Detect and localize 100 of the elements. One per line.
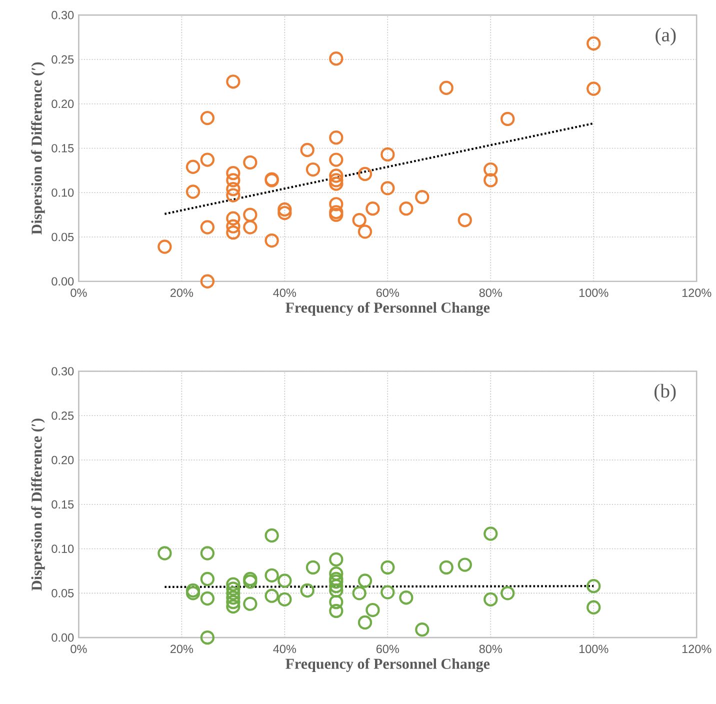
point: [329, 604, 344, 618]
point: [329, 578, 344, 593]
point: [200, 546, 215, 560]
x-tick-label: 100%: [579, 288, 608, 297]
point: [358, 615, 372, 630]
point: [226, 599, 240, 614]
point: [186, 184, 200, 199]
point: [300, 583, 314, 598]
point: [380, 560, 395, 574]
y-tick-label: 0.30: [52, 10, 74, 20]
point: [243, 596, 258, 611]
y-tick-label: 0.25: [52, 55, 74, 64]
point: [200, 591, 215, 606]
point: [329, 152, 344, 167]
y-tick-label: 0.05: [52, 232, 74, 241]
point: [243, 220, 258, 234]
y-axis-title: Dispersion of Difference (′): [31, 418, 45, 590]
point: [329, 196, 344, 212]
y-tick-label: 0.10: [52, 188, 74, 197]
point: [329, 130, 344, 144]
point: [439, 80, 454, 95]
x-axis-title: Frequency of Personnel Change: [286, 302, 490, 316]
point: [366, 201, 380, 216]
point: [226, 211, 240, 226]
point: [329, 176, 344, 191]
point: [200, 110, 215, 125]
point: [586, 600, 601, 614]
point: [243, 155, 258, 170]
point: [200, 274, 215, 288]
x-tick-label: 20%: [170, 644, 194, 653]
point: [329, 594, 344, 609]
point: [226, 225, 240, 240]
point: [200, 152, 215, 167]
point: [186, 586, 200, 600]
y-tick-label: 0.15: [52, 500, 74, 508]
point: [200, 572, 215, 586]
x-axis-title: Frequency of Personnel Change: [286, 658, 490, 672]
point: [484, 172, 498, 188]
x-tick-label: 80%: [479, 288, 502, 297]
point: [200, 220, 215, 234]
point: [458, 557, 472, 572]
point: [329, 168, 344, 183]
point: [358, 573, 372, 588]
y-tick-label: 0.00: [52, 276, 74, 286]
point: [264, 588, 279, 603]
point: [484, 592, 498, 606]
point: [329, 207, 344, 222]
point: [586, 81, 601, 96]
y-tick-label: 0.15: [52, 144, 74, 152]
y-tick-label: 0.30: [52, 366, 74, 376]
y-tick-label: 0.20: [52, 456, 74, 464]
y-tick-label: 0.25: [52, 411, 74, 420]
point: [366, 602, 380, 617]
point: [500, 586, 515, 600]
point: [200, 630, 215, 644]
point: [415, 622, 430, 636]
point: [458, 212, 472, 227]
point: [186, 160, 200, 174]
x-tick-label: 40%: [273, 644, 296, 653]
point: [243, 574, 258, 588]
point: [329, 172, 344, 188]
point: [264, 233, 279, 248]
x-tick-label: 120%: [682, 288, 712, 297]
point: [329, 51, 344, 66]
point: [380, 180, 395, 196]
y-tick-label: 0.10: [52, 544, 74, 553]
point: [484, 526, 498, 541]
point: [226, 576, 240, 592]
y-axis-title: Dispersion of Difference (′): [31, 62, 45, 234]
x-tick-label: 0%: [70, 644, 87, 653]
point: [329, 566, 344, 580]
x-tick-label: 60%: [376, 288, 400, 297]
point: [226, 594, 240, 609]
point: [226, 581, 240, 596]
x-tick-label: 120%: [682, 644, 712, 653]
point: [226, 182, 240, 196]
x-tick-label: 40%: [273, 288, 296, 297]
point: [380, 147, 395, 162]
point: [278, 206, 292, 220]
y-tick-label: 0.00: [52, 633, 74, 642]
annotation: (b): [654, 384, 676, 402]
point: [278, 202, 292, 216]
point: [226, 219, 240, 234]
point: [226, 188, 240, 202]
y-tick-label: 0.05: [52, 588, 74, 598]
point: [300, 142, 314, 157]
point: [158, 546, 172, 560]
point: [278, 573, 292, 588]
point: [358, 224, 372, 239]
point: [278, 592, 292, 606]
point: [439, 560, 454, 574]
point: [306, 560, 320, 574]
y-tick-label: 0.20: [52, 99, 74, 108]
point: [226, 172, 240, 188]
point: [399, 201, 414, 216]
x-tick-label: 20%: [170, 288, 194, 297]
point: [306, 162, 320, 176]
point: [329, 552, 344, 566]
x-tick-label: 60%: [376, 644, 400, 653]
point: [329, 204, 344, 219]
